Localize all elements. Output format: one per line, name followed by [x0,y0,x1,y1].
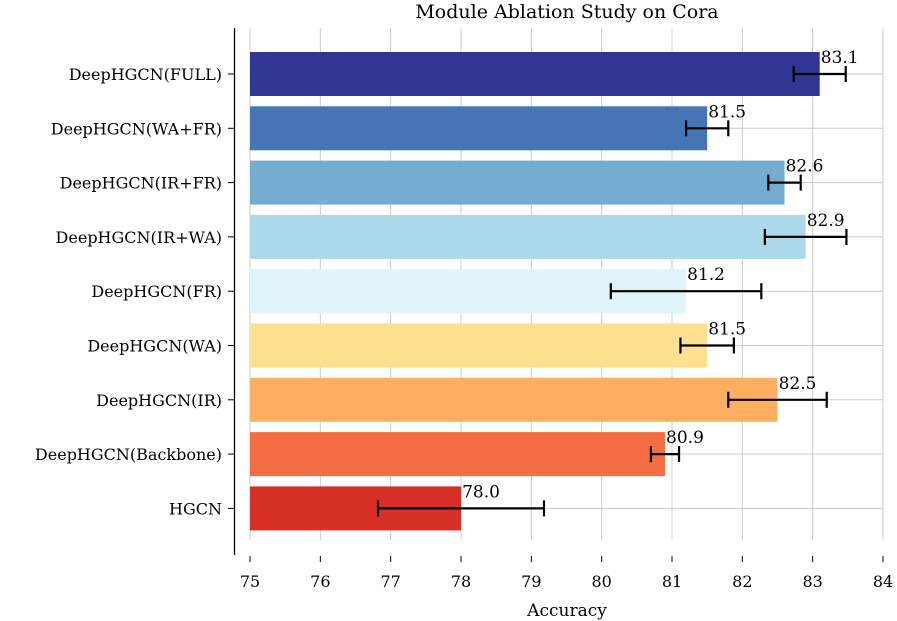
x-tick-label: 80 [591,572,611,591]
y-tick-labels: DeepHGCN(FULL) DeepHGCN(WA+FR) DeepHGCN(IR… [35,65,235,518]
y-tick-label: DeepHGCN(IR) [96,391,222,410]
y-tick-label: DeepHGCN(IR+FR) [60,174,222,193]
bars [250,52,820,531]
y-tick-label: DeepHGCN(IR+WA) [56,228,222,247]
y-tick-label: DeepHGCN(Backbone) [35,445,222,464]
bar [250,160,785,205]
y-tick-label: DeepHGCN(FULL) [69,65,222,84]
value-label: 81.5 [708,102,746,122]
x-tick-label: 75 [240,572,260,591]
x-tick-label: 82 [732,572,752,591]
value-label: 81.5 [708,320,746,340]
y-tick-label: DeepHGCN(WA+FR) [51,119,222,138]
error-bars [376,66,848,517]
value-label: 82.5 [779,374,817,394]
value-label: 83.1 [821,48,859,68]
value-label: 82.6 [786,157,824,177]
x-tick-label: 78 [451,572,471,591]
x-tick-label: 77 [380,572,400,591]
x-tick-label: 84 [873,572,893,591]
x-tick-label: 83 [802,572,822,591]
x-axis-label: Accuracy [526,601,607,621]
y-tick-label: DeepHGCN(WA) [87,337,222,356]
chart-title: Module Ablation Study on Cora [415,1,718,23]
bar [250,106,708,151]
value-label: 81.2 [687,265,725,285]
x-axis: 75 76 77 78 79 80 81 82 83 84 [240,556,893,591]
value-label: 82.9 [807,211,845,231]
y-tick-label: HGCN [169,499,222,518]
value-labels: 83.1 81.5 82.6 82.9 81.2 81.5 82.5 80.9 78.0 [462,48,859,502]
x-tick-label: 79 [521,572,541,591]
bar [250,432,665,477]
y-tick-label: DeepHGCN(FR) [91,282,222,301]
bar [250,52,820,96]
x-tick-label: 76 [310,572,330,591]
x-tick-label: 81 [662,572,682,591]
bar [250,214,806,259]
value-label: 78.0 [462,482,500,502]
value-label: 80.9 [666,428,704,448]
bar [250,323,708,368]
bar [250,377,778,422]
